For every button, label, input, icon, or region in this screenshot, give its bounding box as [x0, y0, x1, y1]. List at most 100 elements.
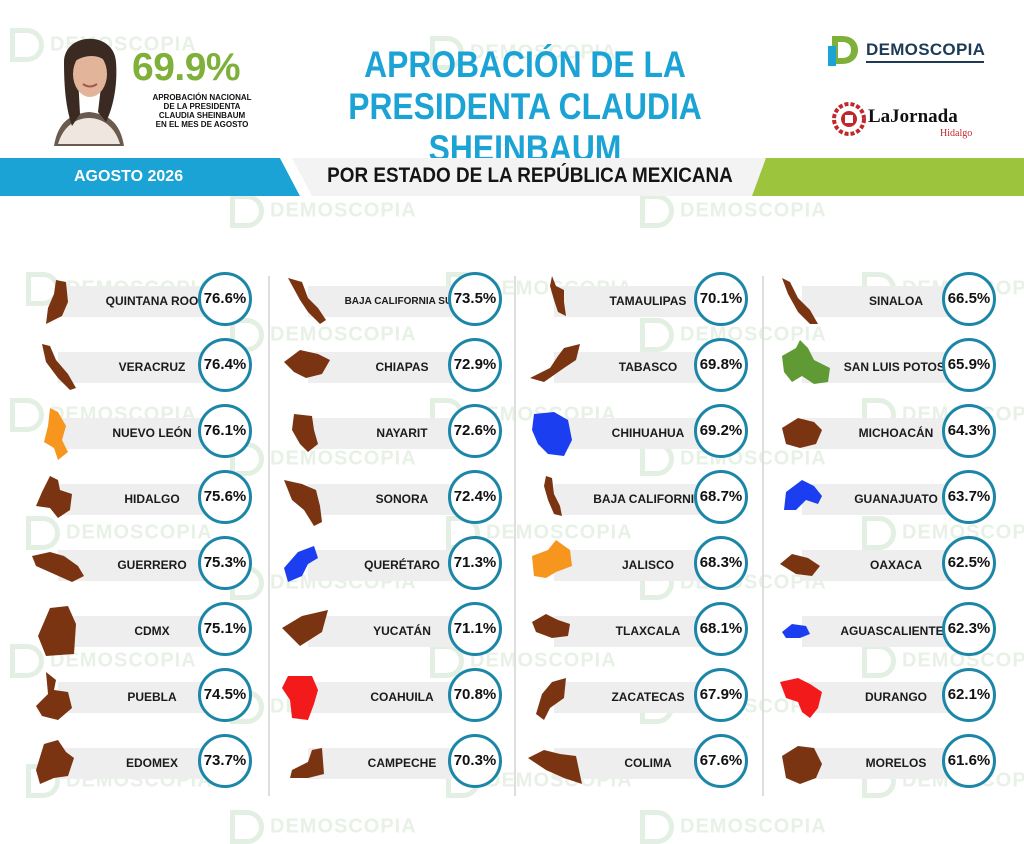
- state-name: PUEBLA: [127, 690, 177, 704]
- state-row: NUEVO LEÓN 76.1%: [28, 404, 258, 464]
- watermark: DEMOSCOPIA: [10, 644, 197, 678]
- watermark-text: DEMOSCOPIA: [66, 521, 213, 544]
- approval-value: 67.9%: [694, 668, 748, 722]
- watermark-text: DEMOSCOPIA: [270, 447, 417, 470]
- approval-value: 72.6%: [448, 404, 502, 458]
- watermark-d-icon: [10, 28, 44, 62]
- state-map-icon: [284, 546, 318, 582]
- state-name: SINALOA: [869, 294, 923, 308]
- state-map-icon: [292, 414, 318, 452]
- state-row: DURANGO 62.1%: [772, 668, 1002, 728]
- state-name: NAYARIT: [376, 426, 428, 440]
- state-label-bar: [802, 484, 962, 515]
- column-divider: [268, 276, 270, 796]
- state-row: AGUASCALIENTES 62.3%: [772, 602, 1002, 662]
- state-row: JALISCO 68.3%: [524, 536, 754, 596]
- state-label-bar: [58, 682, 218, 713]
- national-approval-caption: APROBACIÓN NACIONAL DE LA PRESIDENTA CLA…: [137, 93, 267, 129]
- state-shape: [292, 414, 318, 452]
- state-shape: [782, 746, 822, 784]
- state-name: OAXACA: [869, 558, 922, 572]
- state-map-icon: [36, 740, 74, 784]
- approval-value: 69.8%: [694, 338, 748, 392]
- watermark-d-icon: [640, 194, 674, 228]
- state-label-bar: [58, 484, 218, 515]
- watermark-text: DEMOSCOPIA: [50, 649, 197, 672]
- state-map-icon: [288, 278, 326, 324]
- watermark-text: DEMOSCOPIA: [902, 649, 1024, 672]
- approval-value: 68.3%: [694, 536, 748, 590]
- state-row: CAMPECHE 70.3%: [278, 734, 508, 794]
- state-name: MICHOACÁN: [858, 426, 934, 440]
- watermark-text: DEMOSCOPIA: [470, 649, 617, 672]
- state-label-bar: [308, 616, 468, 647]
- state-shape: [780, 554, 820, 576]
- state-row: QUERÉTARO 71.3%: [278, 536, 508, 596]
- column-divider: [762, 276, 764, 796]
- state-row: CHIAPAS 72.9%: [278, 338, 508, 398]
- caption-line: EN EL MES DE AGOSTO: [155, 120, 249, 129]
- state-name: SONORA: [375, 492, 429, 506]
- state-name: YUCATÁN: [373, 624, 431, 638]
- state-shape: [530, 344, 580, 382]
- state-shape: [284, 350, 330, 378]
- state-row: MICHOACÁN 64.3%: [772, 404, 1002, 464]
- approval-value: 63.7%: [942, 470, 996, 524]
- state-shape: [290, 748, 324, 778]
- state-map-icon: [44, 408, 68, 460]
- approval-value: 68.1%: [694, 602, 748, 656]
- approval-value: 76.6%: [198, 272, 252, 326]
- approval-value: 73.7%: [198, 734, 252, 788]
- state-map-icon: [782, 340, 830, 384]
- state-label-bar: [554, 682, 714, 713]
- state-shape: [282, 610, 328, 646]
- state-label-bar: [58, 550, 218, 581]
- caption-line: APROBACIÓN NACIONAL: [152, 93, 252, 102]
- la-jornada-logo: LaJornada Hidalgo: [832, 100, 982, 142]
- state-name: HIDALGO: [124, 492, 180, 506]
- approval-value: 66.5%: [942, 272, 996, 326]
- state-map-icon: [536, 678, 566, 720]
- state-label-bar: [58, 286, 218, 317]
- state-map-icon: [282, 676, 318, 720]
- state-name: TLAXCALA: [615, 624, 681, 638]
- watermark-text: DEMOSCOPIA: [270, 199, 417, 222]
- approval-value: 68.7%: [694, 470, 748, 524]
- approval-value: 70.8%: [448, 668, 502, 722]
- state-name: CHIHUAHUA: [611, 426, 685, 440]
- state-map-icon: [36, 476, 72, 518]
- watermark: DEMOSCOPIA: [862, 516, 1024, 550]
- state-shape: [288, 278, 326, 324]
- state-name: GUANAJUATO: [854, 492, 938, 506]
- state-shape: [532, 540, 572, 578]
- state-map-icon: [530, 344, 580, 382]
- state-row: TABASCO 69.8%: [524, 338, 754, 398]
- state-map-icon: [532, 540, 572, 578]
- watermark: DEMOSCOPIA: [640, 194, 827, 228]
- demoscopia-d-icon: [828, 36, 858, 66]
- watermark-d-icon: [10, 644, 44, 678]
- state-shape: [550, 276, 566, 316]
- state-map-icon: [782, 624, 810, 638]
- state-label-bar: [554, 352, 714, 383]
- caption-line: DE LA PRESIDENTA: [163, 102, 241, 111]
- state-map-icon: [36, 672, 72, 720]
- state-shape: [780, 678, 822, 718]
- state-label-bar: [308, 418, 468, 449]
- state-row: BAJA CALIFORNIA 68.7%: [524, 470, 754, 530]
- state-row: GUERRERO 75.3%: [28, 536, 258, 596]
- state-map-icon: [38, 606, 76, 656]
- state-shape: [46, 280, 68, 324]
- state-label-bar: [554, 418, 714, 449]
- state-map-icon: [784, 480, 822, 510]
- state-shape: [36, 672, 72, 720]
- state-label-bar: [58, 748, 218, 779]
- watermark-d-icon: [230, 810, 264, 844]
- state-row: TAMAULIPAS 70.1%: [524, 272, 754, 332]
- state-name: EDOMEX: [125, 756, 178, 770]
- approval-value: 62.1%: [942, 668, 996, 722]
- approval-value: 67.6%: [694, 734, 748, 788]
- state-label-bar: [308, 550, 468, 581]
- state-name: TAMAULIPAS: [609, 294, 687, 308]
- state-shape: [42, 344, 76, 390]
